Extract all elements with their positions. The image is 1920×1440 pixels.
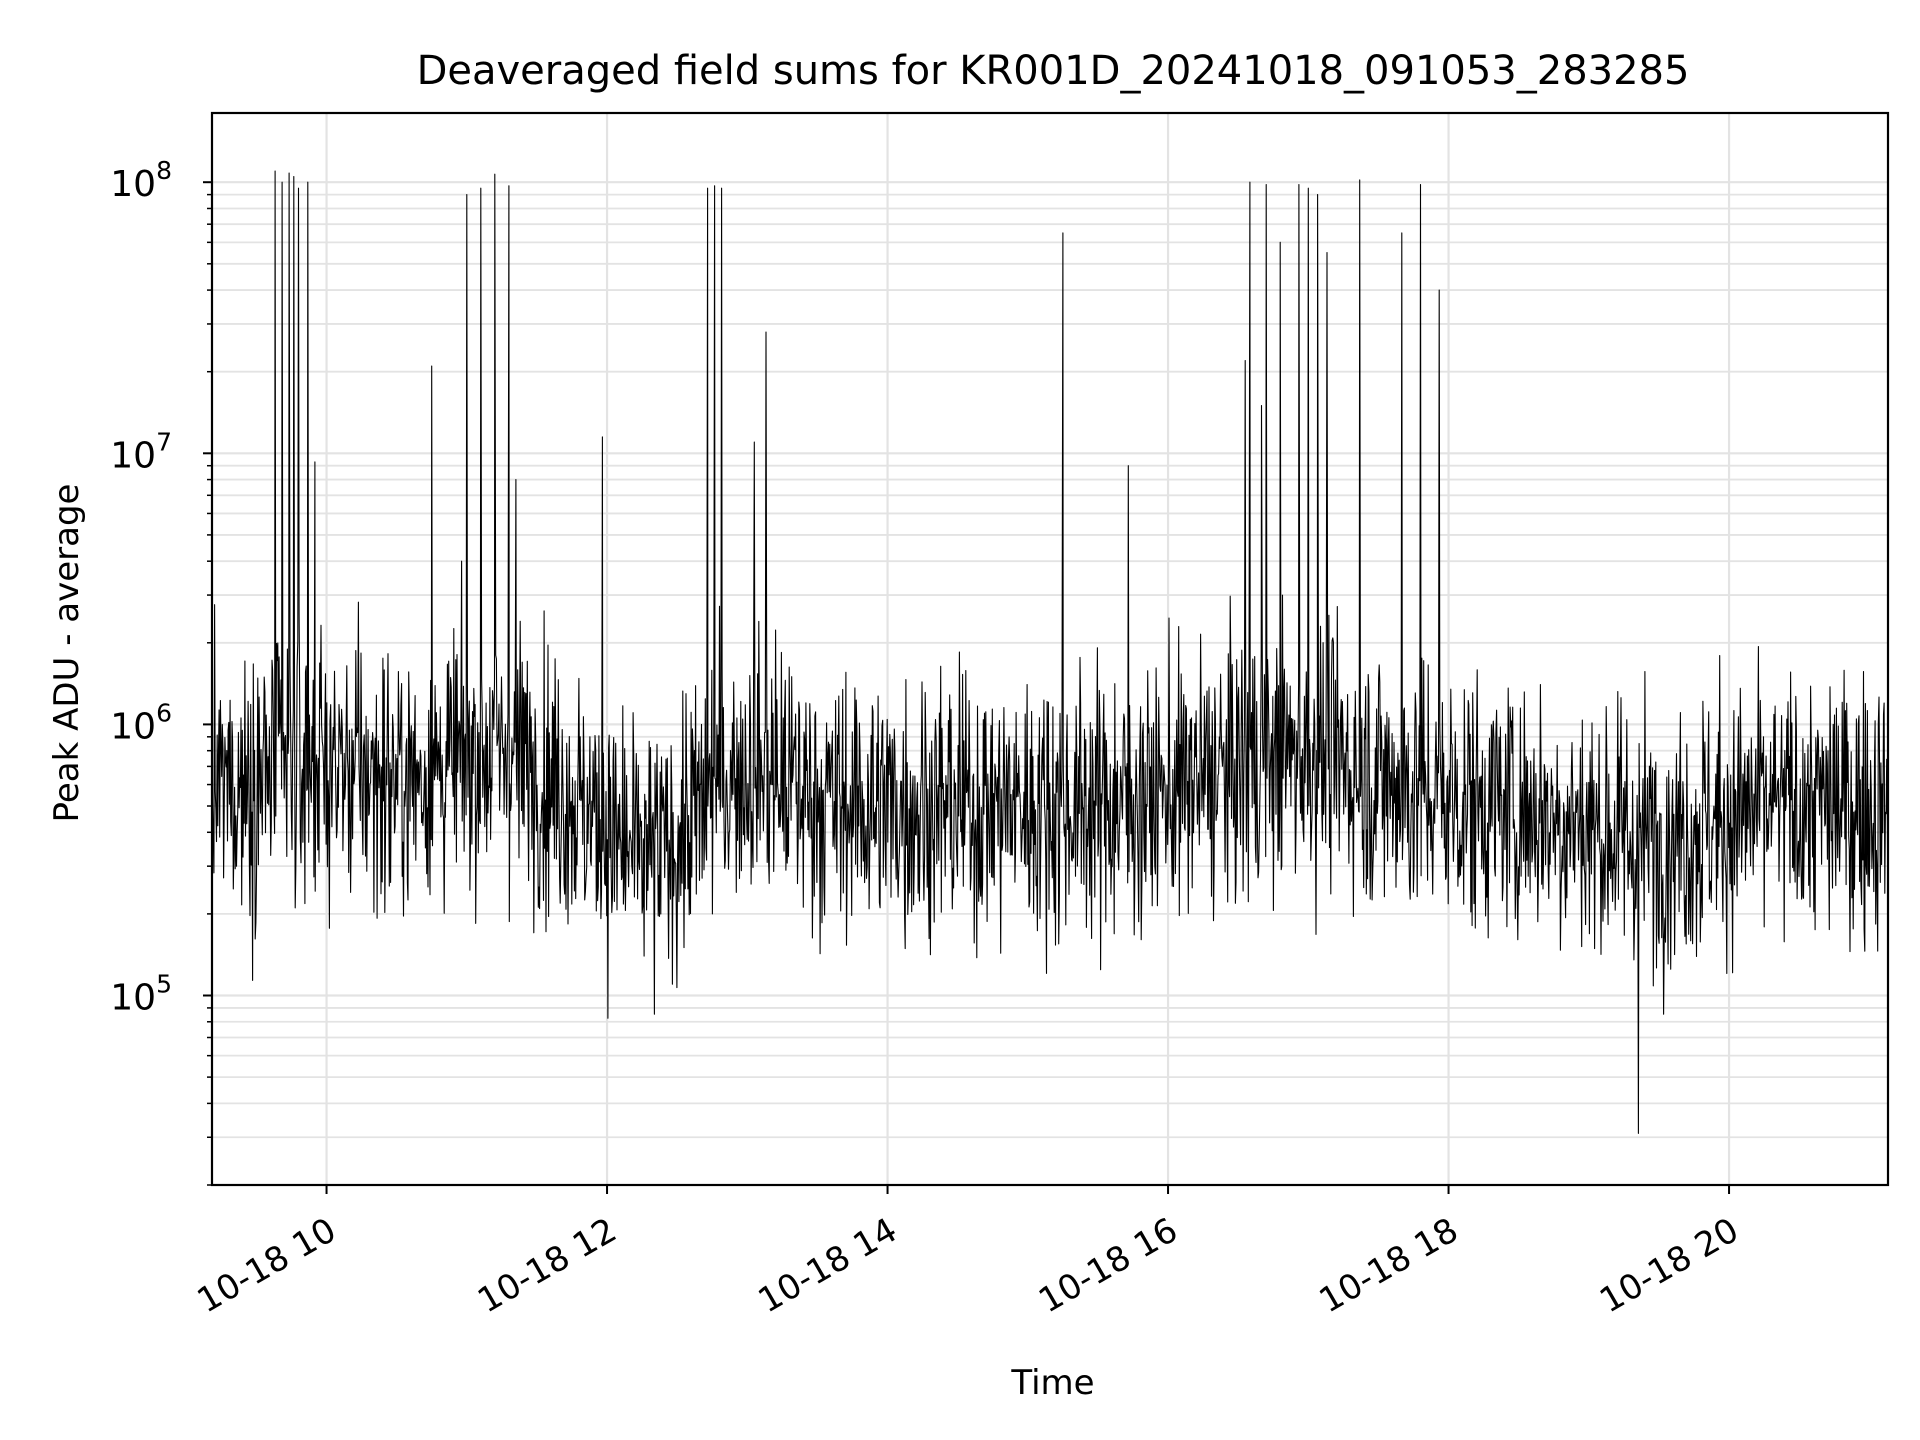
- y-tick-label: 105: [110, 970, 172, 1019]
- plot-frame: [210, 111, 1890, 1187]
- x-tick-label: 10-18 10: [191, 1210, 343, 1321]
- y-tick-label: 108: [110, 156, 172, 205]
- x-tick-label: 10-18 12: [471, 1210, 623, 1321]
- y-tick-exponent: 5: [156, 970, 172, 999]
- y-axis-ticks: 105 106 107 108: [110, 156, 212, 1186]
- x-tick-label: 10-18 18: [1313, 1210, 1465, 1321]
- x-tick-label: 10-18 14: [752, 1210, 904, 1321]
- series-path: [211, 170, 1889, 1134]
- y-tick-label: 107: [110, 427, 172, 476]
- x-tick-label: 10-18 20: [1593, 1210, 1745, 1321]
- chart-title: Deaveraged field sums for KR001D_2024101…: [417, 48, 1690, 94]
- x-tick-label: 10-18 16: [1032, 1210, 1184, 1321]
- y-axis-label: Peak ADU - average: [47, 484, 87, 823]
- x-axis-ticks: 10-18 10 10-18 12 10-18 14 10-18 16 10-18 18…: [191, 1185, 1746, 1321]
- x-axis-label: Time: [1010, 1363, 1094, 1403]
- grid: [212, 113, 1888, 1186]
- y-tick-label: 106: [110, 698, 172, 747]
- y-tick-exponent: 6: [156, 698, 172, 727]
- y-tick-exponent: 8: [156, 156, 172, 185]
- series-line: [211, 170, 1889, 1134]
- y-tick-exponent: 7: [156, 427, 172, 456]
